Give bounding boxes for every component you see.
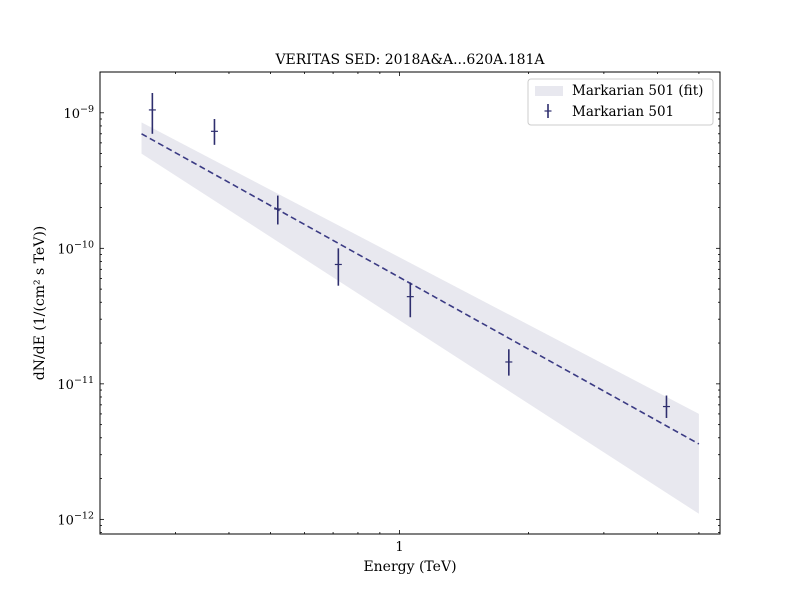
fit-line [141,133,700,445]
data-points-group [148,92,670,418]
legend-box [527,78,714,126]
x-tick-label: 1 [395,540,403,555]
y-tick-label: 10−10 [57,239,94,257]
legend-series-label: Markarian 501 [572,104,674,120]
legend: Markarian 501 (fit) Markarian 501 [527,78,714,126]
data-point [662,395,670,418]
fit-band [141,122,699,514]
data-point [505,349,513,376]
y-tick-label: 10−11 [57,375,94,393]
legend-point-marker [544,104,552,118]
y-tick-label: 10−9 [63,104,94,122]
plot-frame [99,71,721,535]
fit-line-group [141,133,700,445]
x-axis-label: Energy (TeV) [363,559,456,575]
data-point [334,248,342,286]
legend-fit-label: Markarian 501 (fit) [572,83,703,99]
data-point [406,282,414,318]
legend-fit-swatch [535,86,563,96]
data-point [148,92,156,134]
chart-title: VERITAS SED: 2018A&A...620A.181A [274,52,545,68]
y-tick-label: 10−12 [57,510,94,528]
fit-band-group [141,122,699,514]
x-axis-ticks: 1 [99,72,700,555]
y-axis-ticks: 10−12 10−11 10−10 10−9 [57,71,720,533]
data-point [274,195,282,225]
data-point [210,118,218,145]
y-axis-label: dN/dE (1/(cm² s TeV)) [32,226,48,381]
